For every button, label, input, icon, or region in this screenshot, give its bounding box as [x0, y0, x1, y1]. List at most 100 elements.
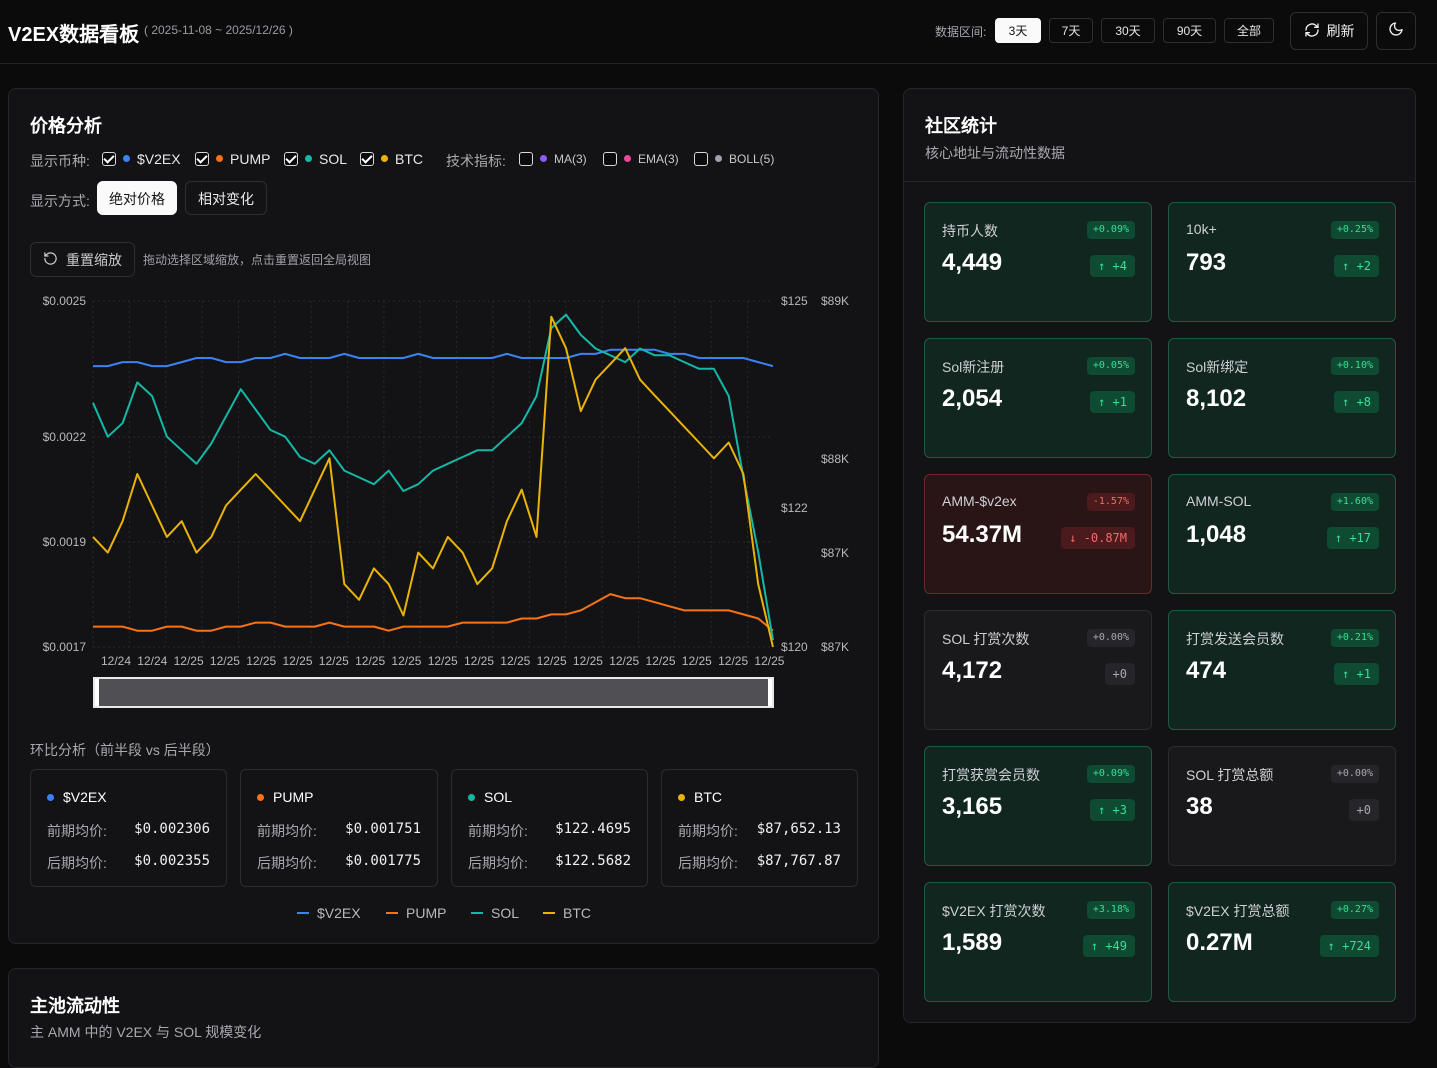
mode-button-relative[interactable]: 相对变化: [185, 181, 267, 215]
liquidity-panel: [8, 968, 879, 1068]
indicator-label-ma: MA(3): [554, 152, 587, 166]
range-button-90d[interactable]: 90天: [1163, 18, 1216, 43]
range-button-all[interactable]: 全部: [1224, 18, 1274, 43]
sol-color-dot: [305, 155, 312, 162]
compare-name: BTC: [694, 789, 722, 805]
indicator-checkbox-ma[interactable]: [519, 152, 533, 166]
range-button-30d[interactable]: 30天: [1101, 18, 1155, 43]
x-tick-label: 12/25: [609, 654, 640, 668]
x-tick-label: 12/25: [464, 654, 495, 668]
metric-value: 3,165: [942, 793, 1003, 820]
prev-label: 前期均价:: [47, 823, 107, 839]
metric-delta-badge: ↑ +8: [1334, 391, 1379, 413]
metric-delta-badge: ↑ +1: [1334, 663, 1379, 685]
community-divider: [904, 181, 1415, 182]
coin-checkbox-pump[interactable]: [195, 152, 209, 166]
mode-button-absolute[interactable]: 绝对价格: [97, 181, 177, 215]
metric-delta-badge: +0: [1348, 799, 1379, 821]
x-tick-label: 12/25: [355, 654, 386, 668]
x-tick-label: 12/25: [318, 654, 349, 668]
x-tick-label: 12/25: [500, 654, 531, 668]
date-range: ( 2025-11-08 ~ 2025/12/26 ): [144, 23, 293, 37]
refresh-button[interactable]: 刷新: [1290, 12, 1368, 50]
indicators-label: 技术指标:: [446, 153, 506, 169]
range-button-7d[interactable]: 7天: [1049, 18, 1093, 43]
y-btc-tick: $87K: [821, 546, 850, 560]
range-button-3d[interactable]: 3天: [995, 18, 1041, 43]
coin-checkbox-v2ex[interactable]: [102, 152, 116, 166]
metric-value: 54.37M: [942, 521, 1023, 548]
legend-item-v2ex[interactable]: $V2EX: [297, 905, 361, 921]
prev-label: 前期均价:: [678, 823, 738, 839]
metric-percent-badge: +0.05%: [1086, 357, 1135, 375]
metric-value: 2,054: [942, 385, 1003, 412]
coins-label: 显示币种:: [30, 153, 90, 169]
legend-item-btc[interactable]: BTC: [543, 905, 591, 921]
metric-percent-badge: -1.57%: [1086, 493, 1135, 511]
coin-checkbox-btc[interactable]: [360, 152, 374, 166]
x-tick-label: 12/25: [572, 654, 603, 668]
metric-value: 8,102: [1186, 385, 1247, 412]
metric-card: Sol新绑定 8,102 +0.10% ↑ +8: [1168, 338, 1396, 458]
metric-percent-badge: +0.25%: [1330, 221, 1379, 239]
metric-value: 4,449: [942, 249, 1003, 276]
indicator-checkbox-boll[interactable]: [694, 152, 708, 166]
legend-label: $V2EX: [317, 905, 361, 921]
next-label: 后期均价:: [47, 855, 107, 871]
zoom-range-slider[interactable]: [93, 677, 774, 708]
coin-label-btc: BTC: [395, 151, 423, 167]
reset-zoom-label: 重置缩放: [66, 251, 122, 268]
indicator-label-boll: BOLL(5): [729, 152, 775, 166]
legend-item-pump[interactable]: PUMP: [386, 905, 446, 921]
metric-delta-badge: ↑ +49: [1082, 935, 1135, 957]
sol-color-dot: [468, 794, 475, 801]
reset-icon: [43, 251, 58, 269]
metric-delta-badge: ↑ +17: [1326, 527, 1379, 549]
price-panel-title: 价格分析: [30, 116, 102, 136]
metric-label: Sol新绑定: [1186, 359, 1249, 375]
y-left-tick: $0.0025: [42, 294, 86, 308]
moon-icon: [1388, 21, 1404, 42]
metric-value: 0.27M: [1186, 929, 1253, 956]
legend-item-sol[interactable]: SOL: [471, 905, 519, 921]
prev-label: 前期均价:: [257, 823, 317, 839]
pump-color-dot: [257, 794, 264, 801]
theme-toggle-button[interactable]: [1376, 12, 1416, 50]
coin-checkbox-sol[interactable]: [284, 152, 298, 166]
metric-value: 38: [1186, 793, 1213, 820]
indicator-checkbox-ema[interactable]: [603, 152, 617, 166]
prev-value: $0.002306: [134, 821, 210, 837]
slider-left-handle[interactable]: [95, 679, 99, 706]
x-tick-label: 12/25: [391, 654, 422, 668]
x-tick-label: 12/25: [718, 654, 749, 668]
y-sol-tick: $120: [781, 640, 808, 654]
next-value: $87,767.87: [756, 853, 841, 869]
metric-label: 打赏发送会员数: [1186, 631, 1284, 647]
prev-label: 前期均价:: [468, 823, 528, 839]
metric-percent-badge: +0.00%: [1330, 765, 1379, 783]
metric-percent-badge: +0.00%: [1086, 629, 1135, 647]
legend-label: SOL: [491, 905, 520, 921]
legend-label: BTC: [563, 905, 591, 921]
metric-delta-badge: ↑ +3: [1090, 799, 1135, 821]
x-tick-label: 12/25: [246, 654, 277, 668]
reset-zoom-button[interactable]: 重置缩放: [30, 242, 135, 277]
liquidity-subtitle: 主 AMM 中的 V2EX 与 SOL 规模变化: [30, 1024, 262, 1040]
metric-card: 持币人数 4,449 +0.09% ↑ +4: [924, 202, 1152, 322]
slider-right-handle[interactable]: [768, 679, 772, 706]
metric-value: 4,172: [942, 657, 1003, 684]
metric-value: 793: [1186, 249, 1227, 276]
metric-percent-badge: +0.27%: [1330, 901, 1379, 919]
metric-delta-badge: ↓ -0.87M: [1061, 527, 1135, 549]
next-label: 后期均价:: [678, 855, 738, 871]
legend-label: PUMP: [406, 905, 447, 921]
next-label: 后期均价:: [468, 855, 528, 871]
btc-color-dot: [678, 794, 685, 801]
next-value: $122.5682: [555, 853, 631, 869]
metric-percent-badge: +0.09%: [1086, 221, 1135, 239]
metric-delta-badge: ↑ +2: [1334, 255, 1379, 277]
metric-percent-badge: +3.18%: [1086, 901, 1135, 919]
metric-delta-badge: +0: [1104, 663, 1135, 685]
zoom-hint: 拖动选择区域缩放，点击重置返回全局视图: [143, 253, 372, 267]
metric-card: Sol新注册 2,054 +0.05% ↑ +1: [924, 338, 1152, 458]
